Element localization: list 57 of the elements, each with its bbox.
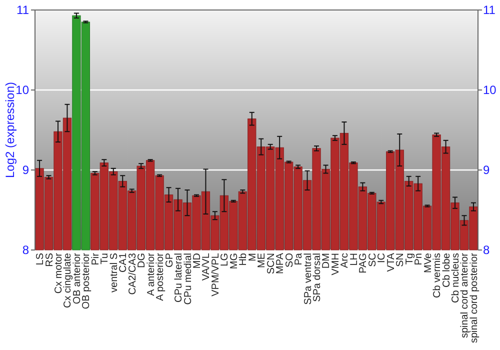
x-tick-label: LS xyxy=(35,252,46,266)
y-tick-label: 10 xyxy=(16,83,30,98)
x-tick-label: M xyxy=(247,253,258,262)
x-tick-label: VTA xyxy=(386,252,397,272)
x-tick-label: Cb lobe xyxy=(441,252,452,288)
x-tick-label: VPM/VPL xyxy=(210,252,222,296)
y2-tick-label: 9 xyxy=(483,163,490,178)
x-tick-label: CA2/CA3 xyxy=(127,252,138,295)
x-tick-label: MVe xyxy=(422,252,434,274)
y-axis-title: Log2 (expression) xyxy=(3,82,18,178)
y-tick-label: 8 xyxy=(22,243,30,258)
x-tick-label: SPa ventral xyxy=(302,253,314,305)
x-tick-label: A anterior xyxy=(146,252,157,296)
x-tick-label: spinal cord anterior xyxy=(460,252,471,338)
x-tick-label: OB posterior xyxy=(81,252,92,310)
x-tick-label: CPu lateral xyxy=(174,253,185,302)
x-tick-label: spinal cord posterior xyxy=(468,252,480,344)
x-tick-label: VA/VL xyxy=(201,252,212,281)
x-tick-label: Pa xyxy=(294,252,305,266)
x-tick-label: MPA xyxy=(275,252,286,274)
x-tick-label: Pir xyxy=(90,252,102,266)
x-tick-label: DG xyxy=(136,252,148,268)
x-tick-label: SCN xyxy=(266,253,277,274)
x-tick-label: Tu xyxy=(100,253,111,264)
x-tick-label: SPa dorsal xyxy=(312,253,324,302)
x-tick-label: Arc xyxy=(340,253,351,268)
x-tick-label: Cb nucleus xyxy=(450,253,462,304)
x-tick-label: Tg xyxy=(404,253,416,265)
x-tick-label: Pn xyxy=(414,253,425,266)
x-tick-label: Cb vermis xyxy=(432,253,444,298)
x-tick-label: Cx motor xyxy=(53,252,64,294)
x-tick-label: MG xyxy=(228,252,240,270)
x-tick-label: LG xyxy=(220,252,231,266)
y2-tick-label: 11 xyxy=(483,3,496,18)
x-tick-label: DM xyxy=(321,253,332,269)
x-tick-label: VMH xyxy=(330,253,342,276)
x-tick-label: CPu medial xyxy=(182,253,194,305)
x-tick-label: Cx cingulate xyxy=(62,252,74,308)
x-tick-label: SO xyxy=(284,252,296,268)
x-tick-label: SN xyxy=(395,253,406,267)
x-tick-label: Hb xyxy=(238,252,250,266)
x-tick-label: CA1 xyxy=(118,252,130,272)
x-tick-label: ME xyxy=(256,252,268,268)
x-tick-label: IC xyxy=(376,253,388,263)
x-tick-label: PAG xyxy=(358,252,370,274)
x-tick-label: A posterior xyxy=(155,252,166,301)
x-tick-label: GP xyxy=(164,252,176,268)
x-tick-label: LH xyxy=(348,253,360,266)
y-tick-label: 9 xyxy=(22,163,30,178)
x-tick-label: OB anterior xyxy=(72,252,83,304)
x-tick-label: RS xyxy=(44,252,56,267)
x-tick-label: MD xyxy=(192,253,203,269)
y-tick-label: 11 xyxy=(16,3,30,18)
x-tick-label: SC xyxy=(367,253,378,267)
y2-tick-label: 8 xyxy=(483,243,490,258)
x-tick-label: ventral S xyxy=(108,252,120,292)
y2-tick-label: 10 xyxy=(483,83,497,98)
